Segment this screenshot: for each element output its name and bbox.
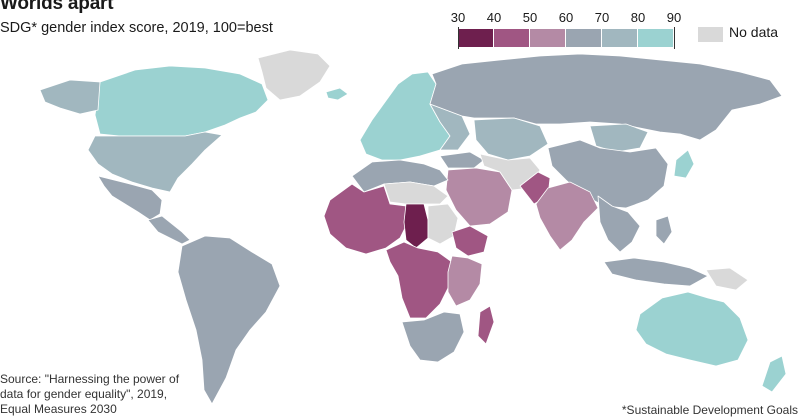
region-southeast-asia (597, 195, 641, 253)
region-south-america (177, 235, 281, 405)
region-east-africa (447, 255, 483, 307)
region-middle-east (445, 167, 513, 227)
region-alaska (39, 79, 101, 115)
legend-label: 30 (450, 10, 466, 25)
legend-swatch-80-90 (638, 29, 674, 47)
chart-subtitle: SDG* gender index score, 2019, 100=best (0, 20, 273, 36)
region-chad (403, 203, 429, 249)
legend-label: 60 (558, 10, 574, 25)
region-australia (635, 291, 749, 367)
legend-label: 40 (486, 10, 502, 25)
world-map (39, 49, 787, 405)
legend-label: 70 (594, 10, 610, 25)
chart-title: Worlds apart (0, 0, 114, 14)
region-iceland (325, 87, 349, 101)
region-russia (429, 53, 783, 141)
region-sahara (383, 181, 449, 205)
legend-swatch-30-40 (458, 29, 494, 47)
region-united-states (87, 131, 223, 193)
region-southern-africa (401, 311, 465, 363)
legend-swatch-60-70 (566, 29, 602, 47)
region-canada (94, 65, 269, 137)
region-new-zealand (761, 355, 787, 393)
no-data-label: No data (729, 24, 779, 40)
region-ethiopia (451, 225, 489, 257)
region-indonesia (603, 257, 709, 287)
region-kazakhstan (473, 117, 549, 161)
legend-swatch-40-50 (494, 29, 530, 47)
no-data-swatch (698, 27, 723, 42)
region-madagascar (477, 305, 495, 345)
region-central-africa (385, 241, 453, 319)
region-philippines (655, 215, 673, 245)
legend-swatch-50-60 (530, 29, 566, 47)
region-papua-new-guinea (705, 267, 749, 291)
color-legend: 30 40 50 60 70 80 90 (451, 10, 698, 50)
region-west-africa (323, 183, 409, 255)
region-central-america (147, 215, 191, 245)
region-india (535, 181, 599, 251)
source-note: Source: "Harnessing the power of data fo… (0, 372, 180, 416)
region-japan (673, 149, 695, 179)
legend-label: 90 (666, 10, 682, 25)
legend-label: 50 (522, 10, 538, 25)
legend-label: 80 (630, 10, 646, 25)
region-turkey (439, 151, 485, 169)
region-greenland (257, 49, 331, 101)
footnote: *Sustainable Development Goals (621, 403, 798, 417)
legend-swatch-70-80 (602, 29, 638, 47)
